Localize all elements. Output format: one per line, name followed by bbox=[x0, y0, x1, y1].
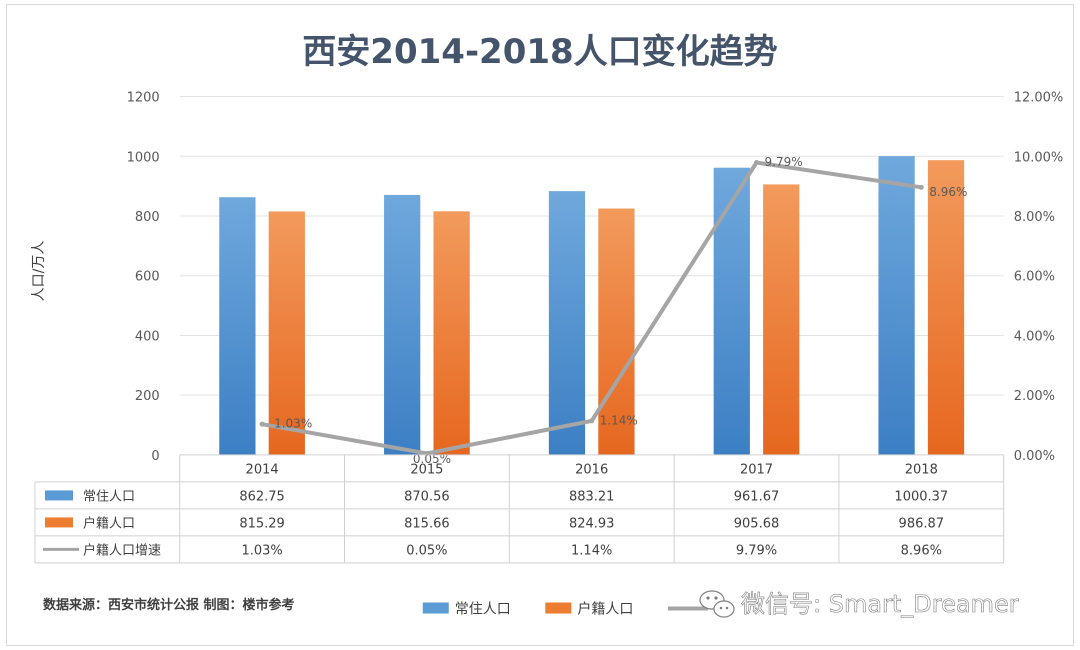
chart: 西安2014-2018人口变化趋势 人口/万人 1.03% 0.05% 1.14% 9… bbox=[31, 32, 1064, 618]
y2-tick-label: 8.00% bbox=[1014, 210, 1055, 225]
table-cell: 883.21 bbox=[569, 489, 615, 504]
table-cell: 1000.37 bbox=[894, 489, 948, 504]
bar bbox=[878, 156, 915, 455]
y-tick-label: 600 bbox=[135, 270, 160, 285]
y-tick-label: 800 bbox=[135, 210, 160, 225]
table-cell: 905.68 bbox=[734, 516, 780, 531]
line-series bbox=[261, 160, 922, 456]
watermark-text: 微信号: Smart_Dreamer bbox=[741, 590, 1019, 618]
data-label: 1.14% bbox=[600, 413, 638, 427]
x-tick-label: 2014 bbox=[246, 462, 279, 477]
data-label: 9.79% bbox=[765, 155, 803, 169]
watermark: 微信号: Smart_Dreamer bbox=[699, 590, 1019, 618]
table-legend-key bbox=[45, 517, 73, 528]
bar bbox=[384, 194, 421, 455]
y-tick-label: 1200 bbox=[127, 91, 160, 106]
y-axis-title: 人口/万人 bbox=[31, 241, 47, 302]
y2-tick-label: 0.00% bbox=[1014, 449, 1055, 464]
growth-line: 1.03% 0.05% 1.14% 9.79% 8.96% bbox=[259, 155, 967, 466]
table-cell: 815.29 bbox=[239, 516, 285, 531]
y-tick-label: 400 bbox=[135, 329, 160, 344]
bar bbox=[763, 184, 800, 455]
table-cell: 1.03% bbox=[241, 543, 282, 558]
table-cell: 870.56 bbox=[404, 489, 450, 504]
legend-key bbox=[422, 602, 449, 614]
y2-tick-label: 4.00% bbox=[1014, 329, 1055, 344]
table-cell: 815.66 bbox=[404, 516, 450, 531]
y-tick-label: 1000 bbox=[127, 150, 160, 165]
line-point bbox=[589, 418, 595, 424]
table-cell: 8.96% bbox=[901, 543, 942, 558]
gridlines bbox=[179, 96, 1004, 396]
table-series-name: 户籍人口 bbox=[83, 515, 135, 531]
table-legend-key bbox=[45, 490, 73, 501]
table-cell: 0.05% bbox=[406, 543, 447, 558]
table-series-name: 常住人口 bbox=[83, 489, 135, 504]
y-tick-label: 200 bbox=[135, 389, 160, 404]
table-cell: 9.79% bbox=[736, 543, 777, 558]
table-cell: 824.93 bbox=[569, 516, 615, 531]
line-point bbox=[754, 160, 760, 166]
bar bbox=[598, 208, 635, 455]
source-note: 数据来源：西安市统计公报 制图：楼市参考 bbox=[43, 597, 295, 613]
table-cell: 961.67 bbox=[734, 489, 780, 504]
legend-label: 常住人口 bbox=[455, 602, 511, 618]
axes: 0 200 400 600 800 1000 1200 0.00% 2.00% 4.00% 6.00… bbox=[127, 91, 1064, 464]
legend: 常住人口 户籍人口 bbox=[422, 601, 708, 618]
line-point bbox=[918, 184, 924, 190]
x-tick-label: 2018 bbox=[905, 462, 938, 477]
y2-tick-label: 10.00% bbox=[1014, 150, 1064, 165]
legend-label: 户籍人口 bbox=[577, 601, 633, 618]
bar bbox=[713, 167, 750, 455]
data-label: 0.05% bbox=[413, 452, 451, 466]
bar bbox=[548, 191, 586, 455]
table-cell: 1.14% bbox=[571, 543, 612, 558]
x-tick-label: 2016 bbox=[575, 462, 608, 477]
data-table: 2014 2015 2016 2017 2018 常住人口 862.75 870.56 883.… bbox=[34, 454, 1005, 564]
table-cell: 862.75 bbox=[239, 489, 285, 504]
y2-tick-label: 12.00% bbox=[1014, 91, 1064, 106]
bars bbox=[219, 156, 965, 455]
x-tick-label: 2015 bbox=[410, 462, 443, 477]
y2-tick-label: 6.00% bbox=[1014, 270, 1055, 285]
bar bbox=[219, 197, 256, 455]
bar bbox=[268, 211, 305, 455]
line-point bbox=[259, 421, 265, 427]
bar bbox=[927, 160, 965, 455]
y-tick-label: 0 bbox=[151, 449, 159, 464]
chart-title: 西安2014-2018人口变化趋势 bbox=[302, 32, 777, 72]
data-label: 1.03% bbox=[274, 417, 312, 431]
y2-tick-label: 2.00% bbox=[1014, 389, 1055, 404]
wechat-icon bbox=[699, 590, 735, 618]
data-label: 8.96% bbox=[929, 185, 967, 199]
legend-key bbox=[545, 602, 572, 614]
x-tick-label: 2017 bbox=[740, 462, 773, 477]
chart-frame: 西安2014-2018人口变化趋势 人口/万人 1.03% 0.05% 1.14% 9… bbox=[6, 4, 1074, 646]
bar bbox=[433, 211, 470, 455]
table-cell: 986.87 bbox=[899, 516, 945, 531]
table-series-name: 户籍人口增速 bbox=[83, 542, 161, 558]
